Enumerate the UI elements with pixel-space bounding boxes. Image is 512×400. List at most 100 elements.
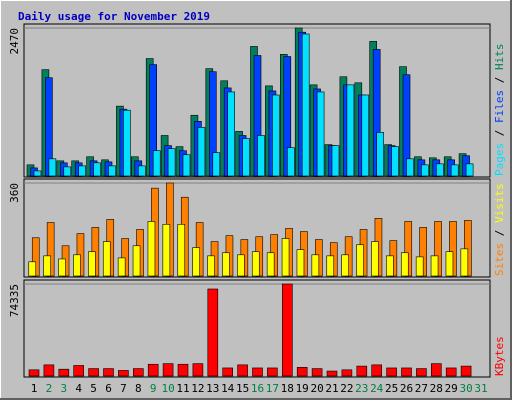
x-tick-label: 24 <box>370 382 384 395</box>
bar <box>252 367 263 377</box>
bar <box>63 166 72 177</box>
bar <box>266 252 275 277</box>
legend-entry: Hits <box>493 44 506 71</box>
bar <box>207 288 219 377</box>
bar <box>267 367 278 377</box>
bar <box>58 258 66 277</box>
x-tick-label: 5 <box>90 382 97 395</box>
bar <box>400 252 409 277</box>
bar <box>177 363 189 377</box>
bar <box>401 367 412 377</box>
bar <box>301 33 310 177</box>
bar <box>192 363 204 377</box>
bar <box>93 162 101 177</box>
bar <box>346 84 355 177</box>
bar <box>138 165 146 177</box>
bar <box>147 363 159 377</box>
y-tick-label: 360 <box>8 183 21 203</box>
legend: KBytes <box>493 336 506 376</box>
bar <box>251 251 260 277</box>
bar <box>421 164 429 177</box>
bar <box>415 256 424 277</box>
bar <box>88 251 96 277</box>
bar <box>430 363 442 377</box>
bar <box>237 364 248 377</box>
bar <box>445 367 457 377</box>
legend: Pages / Files / Hits <box>493 44 506 177</box>
bar <box>356 244 364 277</box>
bar <box>123 109 131 177</box>
x-tick-label: 12 <box>191 382 204 395</box>
x-tick-label: 3 <box>60 382 67 395</box>
bar <box>102 241 111 277</box>
x-tick-label: 10 <box>161 382 174 395</box>
x-tick-label: 27 <box>415 382 428 395</box>
legend-entry: Files <box>493 90 506 123</box>
bar <box>281 283 293 377</box>
bar <box>430 255 439 277</box>
bar <box>416 368 427 377</box>
bar <box>391 146 399 177</box>
x-tick-label: 4 <box>75 382 82 395</box>
bar <box>371 364 383 377</box>
x-tick-label: 19 <box>296 382 309 395</box>
x-tick-label: 28 <box>430 382 443 395</box>
x-tick-label: 21 <box>325 382 338 395</box>
legend-entry: Sites <box>493 243 506 276</box>
bar <box>460 365 472 377</box>
bar <box>371 241 379 277</box>
bar <box>296 249 305 277</box>
plot-area <box>23 279 491 378</box>
x-tick-label: 29 <box>445 382 458 395</box>
bar <box>43 255 51 277</box>
x-tick-label: 1 <box>31 382 38 395</box>
bar <box>326 370 338 377</box>
bar <box>28 261 37 277</box>
bar <box>73 254 81 277</box>
bar <box>272 94 280 177</box>
bar <box>227 91 235 177</box>
x-tick-label: 16 <box>251 382 264 395</box>
chart-title: Daily usage for November 2019 <box>18 10 210 23</box>
bar <box>192 247 200 277</box>
bar <box>28 369 40 377</box>
bar <box>73 365 84 377</box>
bar <box>386 255 394 277</box>
bar <box>435 163 444 177</box>
bar <box>237 254 245 277</box>
bar <box>311 254 320 277</box>
bar <box>212 152 221 177</box>
bar <box>331 145 340 177</box>
bar <box>445 251 454 277</box>
bar <box>108 165 116 177</box>
bar <box>242 138 250 177</box>
bar <box>177 224 186 277</box>
bar <box>356 365 368 377</box>
x-tick-label: 9 <box>150 382 157 395</box>
bar <box>222 252 230 277</box>
bar <box>197 127 206 177</box>
x-tick-label: 18 <box>281 382 294 395</box>
bar <box>162 224 171 277</box>
x-tick-label: 17 <box>266 382 279 395</box>
bar <box>103 368 114 377</box>
x-tick-label: 14 <box>221 382 235 395</box>
bar <box>311 368 323 377</box>
bar <box>182 154 191 177</box>
x-tick-label: 26 <box>400 382 413 395</box>
bar <box>386 367 397 377</box>
x-tick-label: 22 <box>340 382 353 395</box>
x-tick-label: 13 <box>206 382 219 395</box>
x-tick-label: 15 <box>236 382 249 395</box>
bar <box>43 364 55 377</box>
x-tick-label: 20 <box>310 382 323 395</box>
bar <box>460 248 469 277</box>
bar <box>465 163 474 177</box>
x-tick-label: 30 <box>459 382 472 395</box>
bar <box>117 257 126 277</box>
legend-entry: KBytes <box>493 336 506 376</box>
x-tick-label: 2 <box>46 382 53 395</box>
